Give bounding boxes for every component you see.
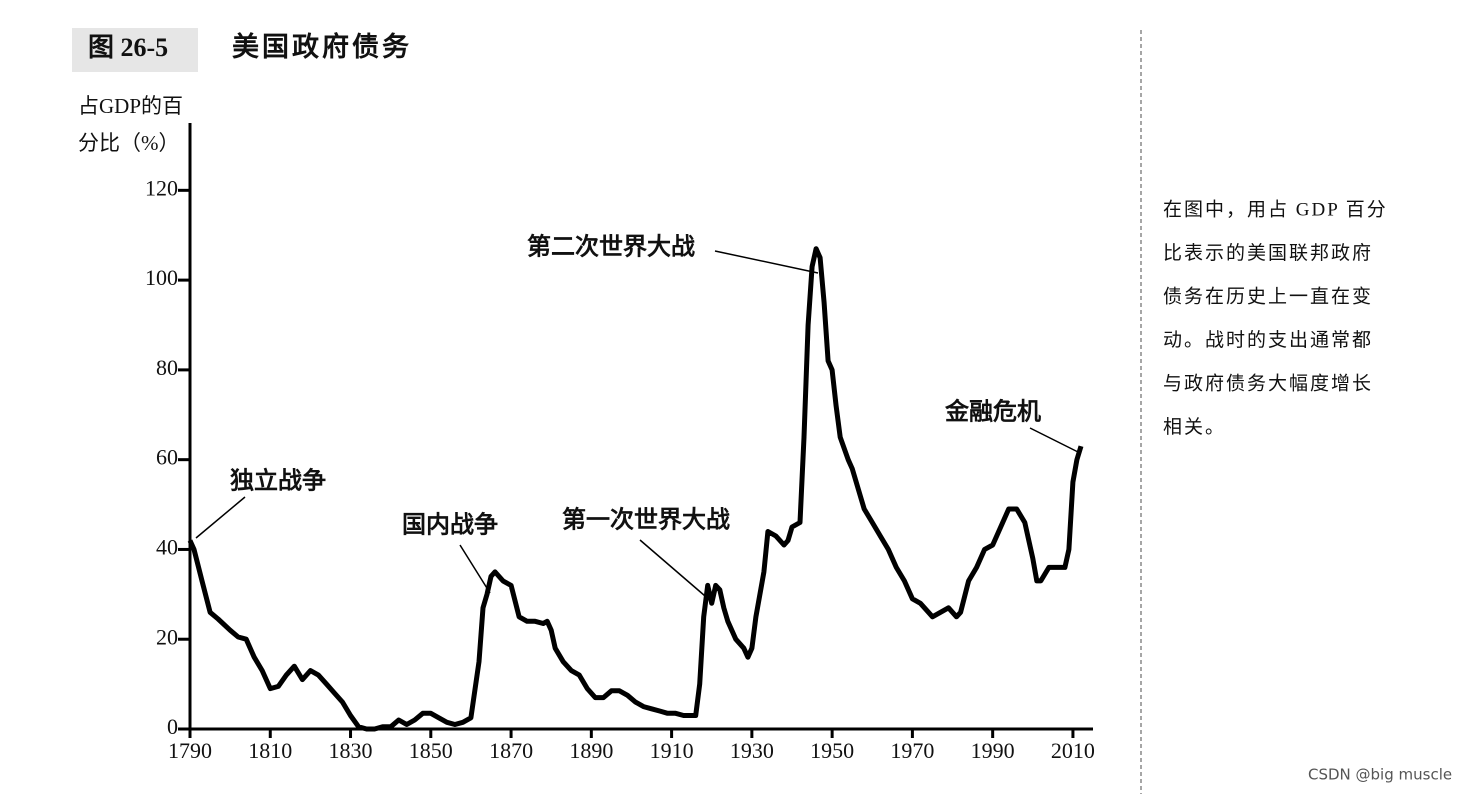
x-tick-label: 1870 bbox=[489, 738, 533, 763]
sidebar-text: 债务在历史上一直在变 bbox=[1163, 285, 1373, 307]
y-tick-label: 40 bbox=[156, 534, 178, 559]
x-tick-label: 2010 bbox=[1051, 738, 1095, 763]
y-tick-label: 20 bbox=[156, 624, 178, 649]
x-tick-label: 1790 bbox=[168, 738, 212, 763]
annotation: 第一次世界大战 bbox=[562, 506, 730, 534]
y-tick-label: 0 bbox=[167, 714, 178, 739]
annotation: 国内战争 bbox=[402, 511, 498, 539]
callout-line bbox=[459, 544, 491, 594]
y-axis-label: 占GDP的百 bbox=[78, 94, 183, 118]
annotation: 第二次世界大战 bbox=[527, 233, 695, 261]
figure-label-box bbox=[72, 28, 198, 72]
sidebar-text: 与政府债务大幅度增长 bbox=[1163, 372, 1373, 394]
x-tick-label: 1850 bbox=[409, 738, 453, 763]
callout-line bbox=[714, 250, 819, 274]
chart-title: 美国政府债务 bbox=[232, 31, 412, 62]
data-line bbox=[187, 246, 1084, 732]
x-tick-label: 1810 bbox=[248, 738, 292, 763]
x-tick-label: 1970 bbox=[890, 738, 934, 763]
callout-line bbox=[195, 496, 246, 539]
sidebar-text: 相关。 bbox=[1163, 416, 1226, 438]
sidebar-text: 在图中，用占 GDP 百分 bbox=[1163, 198, 1388, 220]
watermark: CSDN @big muscle bbox=[1308, 766, 1452, 784]
y-tick-label: 60 bbox=[156, 445, 178, 470]
annotation: 独立战争 bbox=[230, 467, 326, 495]
y-tick-label: 80 bbox=[156, 355, 178, 380]
x-tick-label: 1830 bbox=[329, 738, 373, 763]
y-tick-label: 100 bbox=[145, 265, 178, 290]
y-axis-label: 分比（%） bbox=[78, 131, 180, 155]
figure-label: 图 26-5 bbox=[88, 33, 168, 62]
x-tick-label: 1950 bbox=[810, 738, 854, 763]
callout-line bbox=[639, 539, 713, 603]
x-tick-label: 1910 bbox=[650, 738, 694, 763]
callout-line bbox=[1029, 427, 1079, 453]
annotation: 金融危机 bbox=[944, 398, 1041, 426]
x-tick-label: 1990 bbox=[971, 738, 1015, 763]
sidebar-text: 动。战时的支出通常都 bbox=[1163, 329, 1373, 351]
sidebar-text: 比表示的美国联邦政府 bbox=[1163, 242, 1373, 264]
x-tick-label: 1890 bbox=[569, 738, 613, 763]
y-tick-label: 120 bbox=[145, 175, 178, 200]
x-tick-label: 1930 bbox=[730, 738, 774, 763]
